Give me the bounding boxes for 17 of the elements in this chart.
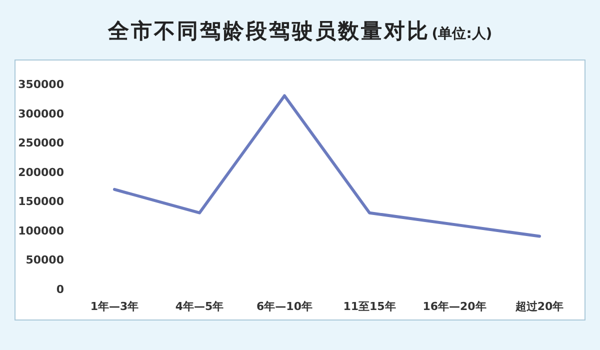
y-tick-label: 300000 <box>18 107 64 120</box>
x-tick-label: 1年—3年 <box>90 300 139 313</box>
y-tick-label: 100000 <box>18 224 64 238</box>
x-tick-label: 11至15年 <box>343 300 396 313</box>
y-tick-label: 0 <box>56 283 64 296</box>
y-tick-label: 50000 <box>26 254 64 267</box>
x-tick-label: 超过20年 <box>514 300 564 313</box>
y-tick-label: 200000 <box>18 166 64 179</box>
y-tick-label: 250000 <box>18 136 64 150</box>
x-tick-label: 6年—10年 <box>256 300 312 313</box>
x-tick-label: 4年—5年 <box>175 300 224 313</box>
chart-title: 全市不同驾龄段驾驶员数量对比 <box>106 19 430 43</box>
y-tick-label: 150000 <box>18 195 64 208</box>
line-series <box>113 94 541 238</box>
y-tick-label: 350000 <box>18 78 64 91</box>
chart-subtitle: (单位:人) <box>432 26 492 42</box>
x-tick-label: 16年—20年 <box>422 300 486 313</box>
